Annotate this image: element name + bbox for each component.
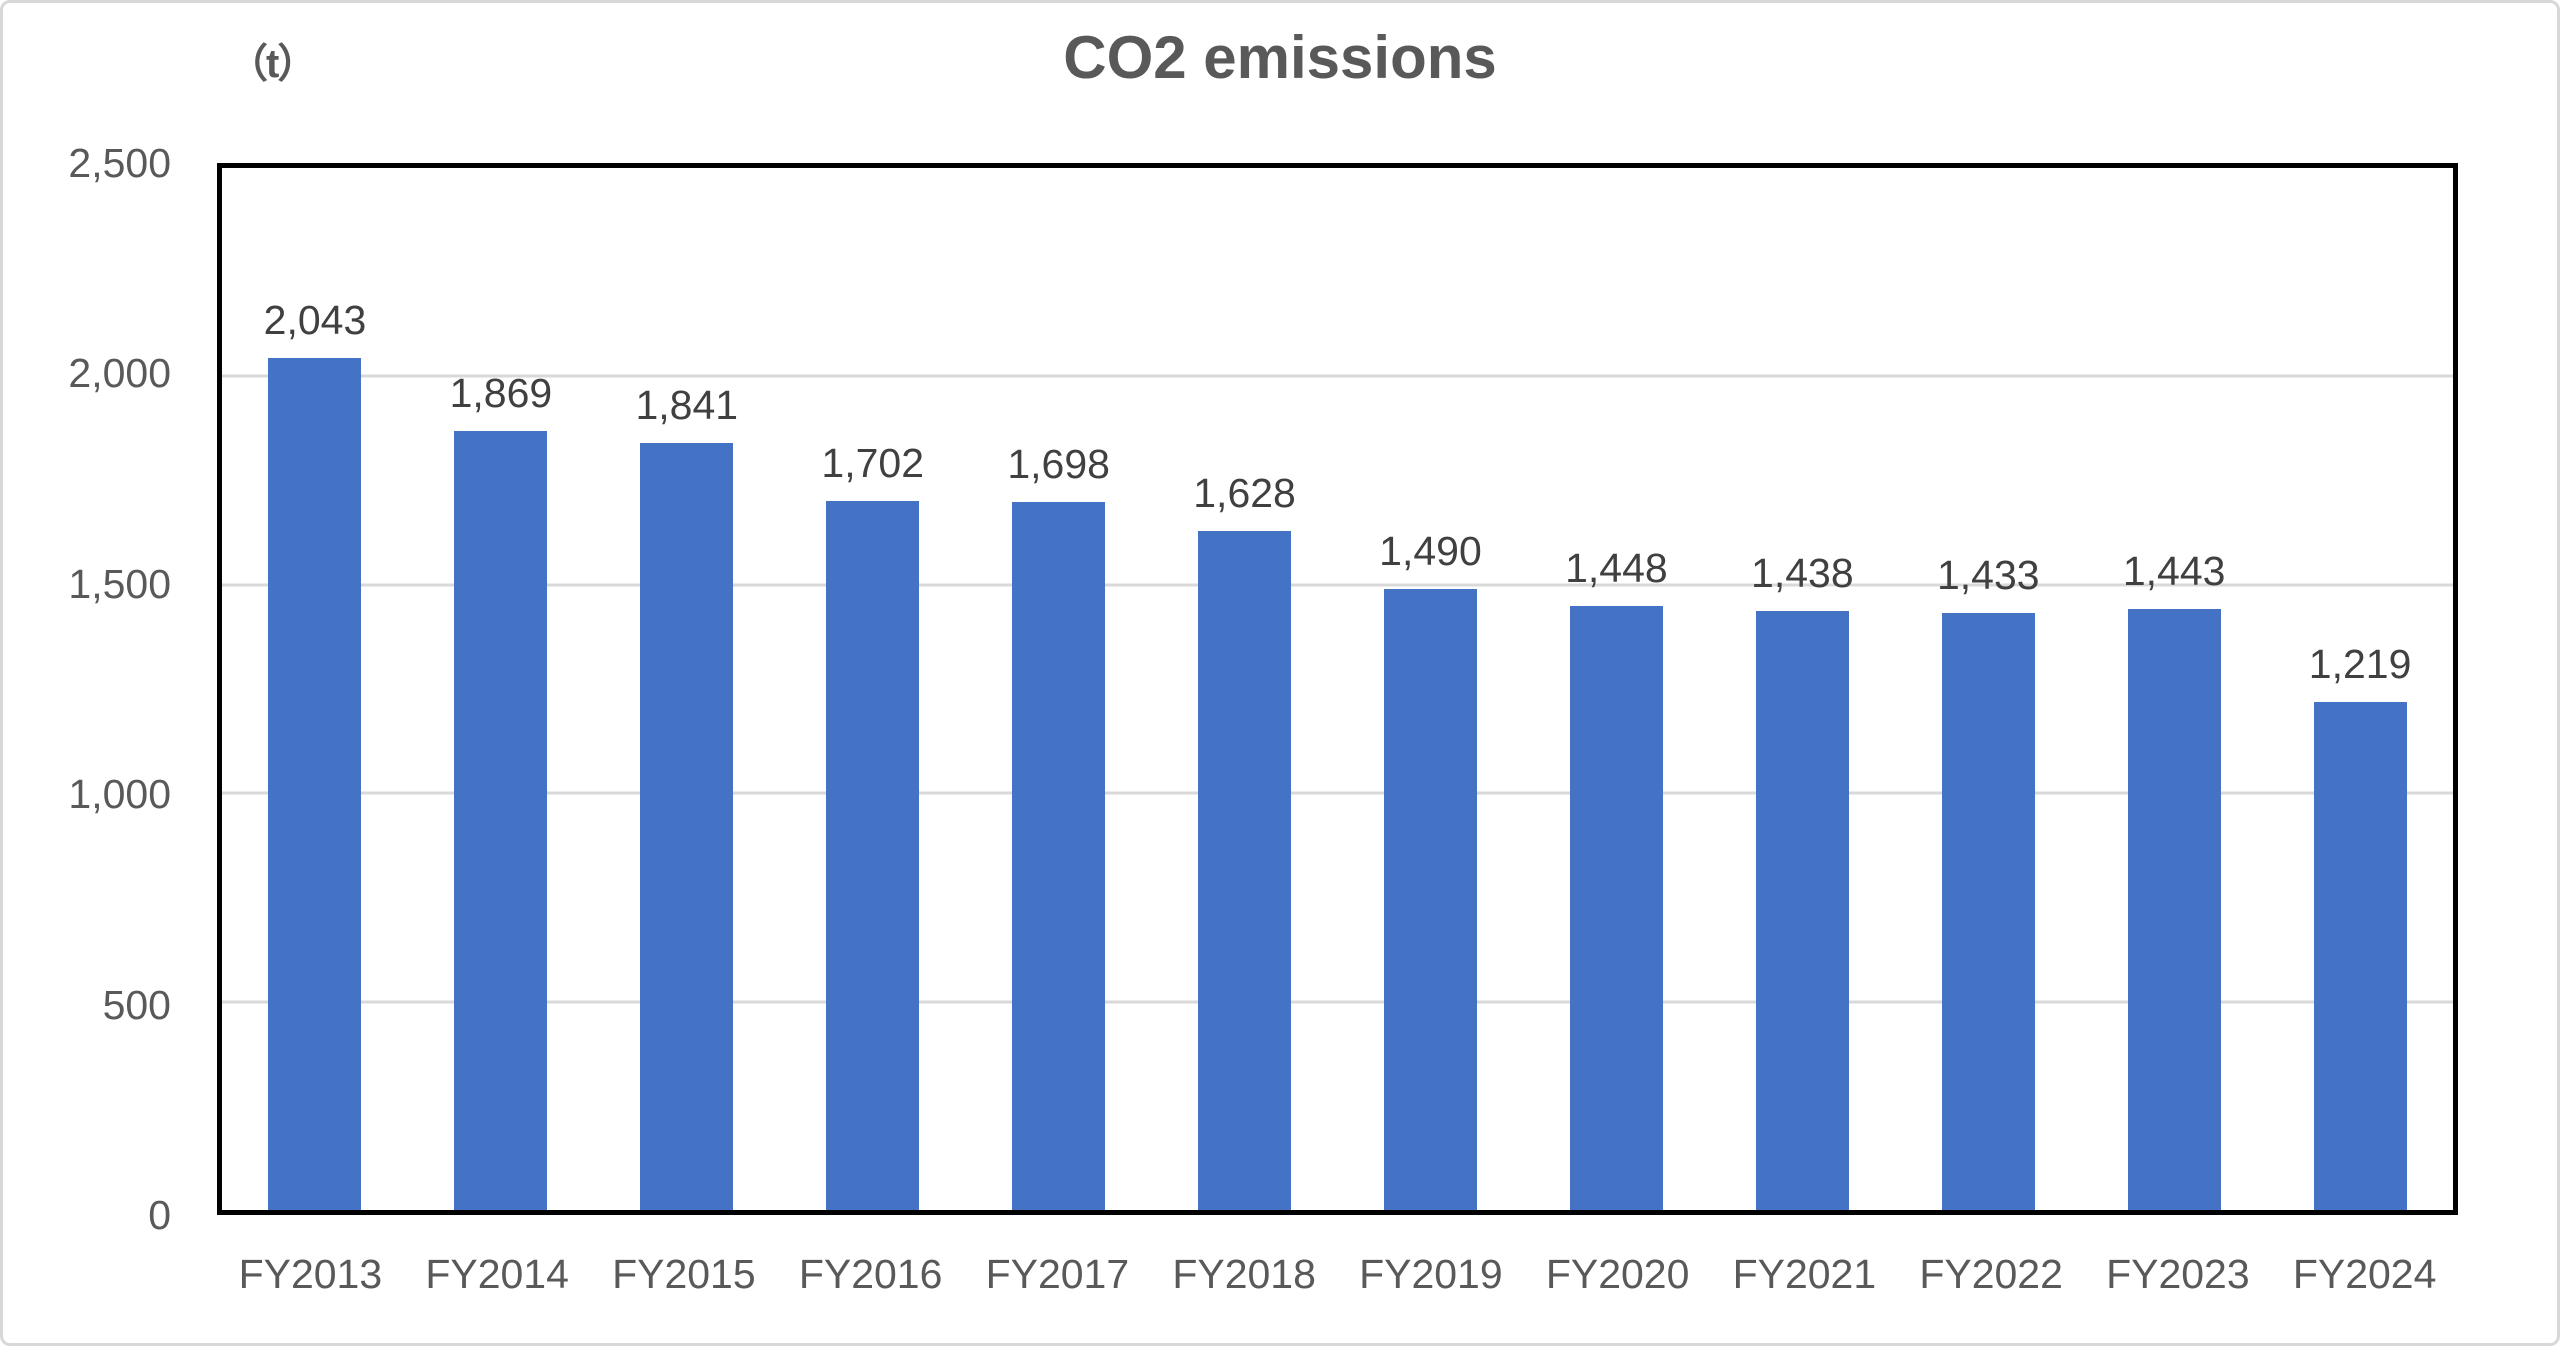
bar-slot-fy2020: 1,448: [1523, 168, 1709, 1210]
x-axis-tick-label-fy2022: FY2022: [1919, 1251, 2063, 1297]
bar-slot-fy2017: 1,698: [966, 168, 1152, 1210]
bar-fy2022: [1941, 612, 2035, 1210]
unit-label: （t）: [228, 42, 317, 86]
y-axis-labels: 0 500 1,000 1,500 2,000 2,500: [3, 140, 171, 1238]
x-axis-tick-label-fy2018: FY2018: [1172, 1251, 1316, 1297]
bar-fy2021: [1755, 610, 1849, 1210]
bars: 2,043 1,869 1,841 1,702 1,698 1,628 1,490 1,448…: [222, 168, 2453, 1210]
gridline: [222, 583, 2453, 587]
bar-fy2016: [826, 500, 920, 1210]
data-label-fy2022: 1,433: [1936, 551, 2040, 598]
data-label-fy2019: 1,490: [1379, 527, 1482, 574]
bar-fy2018: [1198, 531, 1292, 1210]
y-axis-tick-label: 500: [102, 981, 171, 1028]
bar-slot-fy2022: 1,433: [1895, 168, 2081, 1210]
bar-slot-fy2021: 1,438: [1709, 168, 1895, 1210]
gridline: [222, 791, 2453, 795]
data-label-fy2015: 1,841: [635, 381, 739, 428]
x-axis-tick-label-fy2017: FY2017: [985, 1251, 1130, 1297]
bar-fy2023: [2127, 608, 2221, 1210]
x-axis-labels: FY2013 FY2014 FY2015 FY2016 FY2017 FY2018 FY20…: [217, 1251, 2458, 1298]
x-axis-tick-label-fy2015: FY2015: [612, 1251, 756, 1297]
bar-slot-fy2015: 1,841: [594, 168, 780, 1210]
bar-fy2020: [1569, 606, 1663, 1210]
x-axis-tick-label-fy2013: FY2013: [238, 1251, 383, 1297]
data-label-fy2017: 1,698: [1007, 441, 1110, 488]
x-axis-tick-label-fy2020: FY2020: [1545, 1251, 1690, 1297]
bar-slot-fy2024: 1,219: [2267, 168, 2453, 1210]
chart-title: CO2 emissions: [1063, 24, 1497, 91]
data-label-fy2021: 1,438: [1751, 549, 1854, 596]
x-axis-tick-label-fy2019: FY2019: [1359, 1251, 1503, 1297]
bar-slot-fy2018: 1,628: [1152, 168, 1338, 1210]
y-axis-tick-label: 1,000: [68, 771, 171, 818]
gridline: [222, 1000, 2453, 1004]
x-axis-tick-label-fy2021: FY2021: [1732, 1251, 1877, 1297]
bar-fy2017: [1012, 502, 1106, 1210]
bar-slot-fy2019: 1,490: [1338, 168, 1524, 1210]
x-axis-tick-label-fy2016: FY2016: [798, 1251, 943, 1297]
y-axis-tick-label: 2,000: [68, 350, 171, 397]
bar-fy2014: [454, 431, 548, 1210]
bar-slot-fy2013: 2,043: [222, 168, 408, 1210]
bar-slot-fy2014: 1,869: [408, 168, 594, 1210]
y-axis-tick-label: 0: [148, 1192, 171, 1238]
bar-fy2024: [2313, 701, 2407, 1210]
data-label-fy2014: 1,869: [449, 370, 553, 417]
data-label-fy2018: 1,628: [1193, 470, 1296, 517]
bar-slot-fy2016: 1,702: [780, 168, 966, 1210]
bar-fy2013: [268, 358, 362, 1210]
x-axis-tick-label-fy2014: FY2014: [425, 1251, 569, 1297]
y-axis-tick-label: 1,500: [68, 560, 171, 607]
x-axis-tick-label-fy2023: FY2023: [2106, 1251, 2250, 1297]
data-label-fy2020: 1,448: [1565, 545, 1668, 592]
data-label-fy2013: 2,043: [263, 297, 367, 344]
bar-slot-fy2023: 1,443: [2081, 168, 2267, 1210]
data-label-fy2023: 1,443: [2122, 547, 2226, 594]
plot-area: 2,043 1,869 1,841 1,702 1,698 1,628 1,490 1,448…: [217, 163, 2458, 1215]
data-label-fy2024: 1,219: [2308, 640, 2412, 687]
data-label-fy2016: 1,702: [821, 439, 925, 486]
gridlines: [222, 168, 2453, 1210]
bar-fy2019: [1384, 588, 1477, 1210]
x-axis-tick-label-fy2024: FY2024: [2292, 1251, 2437, 1297]
y-axis-tick-label: 2,500: [68, 140, 171, 186]
bar-fy2015: [640, 442, 734, 1210]
gridline: [222, 374, 2453, 378]
